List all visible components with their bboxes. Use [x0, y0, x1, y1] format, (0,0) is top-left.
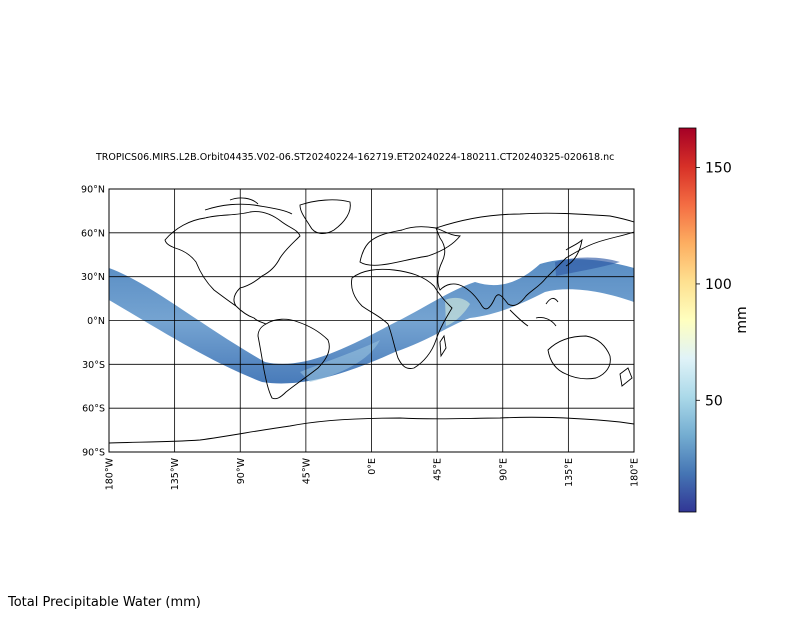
figure-caption: Total Precipitable Water (mm)	[8, 595, 201, 610]
coast-southeast-asia	[509, 297, 559, 327]
coast-south-america	[257, 318, 330, 400]
lat-tick-label: 60°N	[81, 228, 105, 239]
coast-north-america	[164, 211, 301, 307]
lat-tick-label: 90°N	[81, 185, 105, 196]
map-border	[108, 188, 635, 453]
lat-tick-label: 90°S	[82, 448, 105, 459]
lon-tick-label: 90°E	[498, 458, 509, 481]
coast-europe	[359, 226, 461, 266]
lon-tick-label: 135°E	[564, 458, 575, 487]
lon-tick-label: 0°E	[367, 458, 378, 475]
coastlines	[109, 197, 634, 444]
lat-tick-label: 0°N	[87, 316, 105, 327]
coast-africa	[351, 268, 453, 369]
lat-tick-label: 30°S	[82, 360, 105, 371]
coast-asia	[435, 212, 634, 310]
lon-tick-label: 45°W	[301, 457, 312, 484]
swath-light-patch	[445, 297, 470, 326]
coast-australia	[547, 335, 611, 380]
colorbar	[678, 127, 697, 513]
lon-tick-label: 180°E	[630, 458, 641, 487]
lon-tick-label: 45°E	[433, 458, 444, 481]
lon-tick-labels: 180°W 135°W 90°W 45°W 0°E 45°E 90°E 135°E 180°E	[105, 457, 641, 490]
colorbar-label: mm	[734, 306, 750, 333]
swath-moist-patch	[300, 340, 380, 382]
coast-antarctica	[109, 416, 634, 444]
coast-arctic-islands	[204, 197, 293, 215]
coast-japan	[565, 238, 583, 267]
lon-tick-label: 135°W	[170, 457, 181, 490]
lon-tick-label: 180°W	[105, 457, 116, 490]
lon-tick-label: 90°W	[236, 457, 247, 484]
lat-tick-label: 30°N	[81, 272, 105, 283]
colorbar-tick-label: 150	[705, 161, 732, 177]
coast-new-zealand	[619, 367, 633, 387]
coast-central-america	[235, 305, 267, 325]
colorbar-tick-label: 50	[705, 393, 723, 409]
colorbar-tick-label: 100	[705, 277, 732, 293]
lat-tick-labels: 90°N 60°N 30°N 0°N 30°S 60°S 90°S	[81, 185, 105, 459]
plot-title: TROPICS06.MIRS.L2B.Orbit04435.V02-06.ST2…	[96, 152, 615, 163]
colorbar-ticks: 50 100 150	[696, 161, 732, 409]
coast-madagascar	[439, 334, 447, 358]
lat-tick-label: 60°S	[82, 404, 105, 415]
